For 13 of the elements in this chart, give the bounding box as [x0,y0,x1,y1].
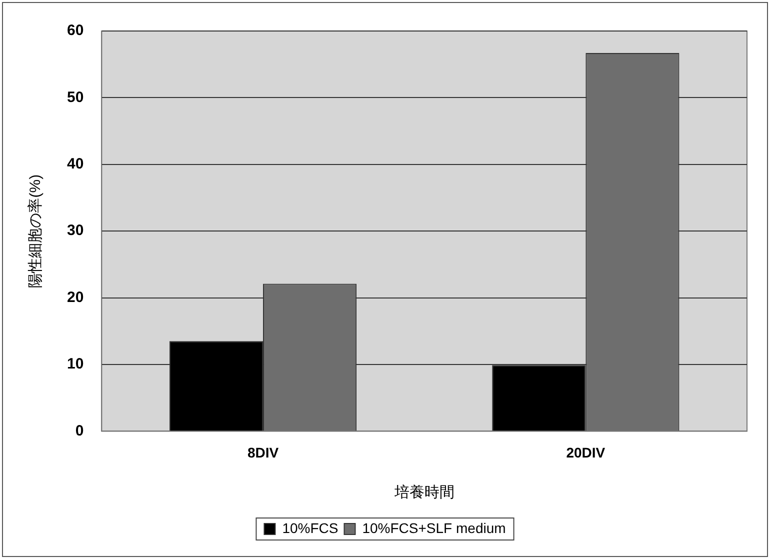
y-axis-title: 陽性細胞の率(%) [27,174,44,288]
y-tick-label: 40 [66,156,84,173]
y-tick-label: 20 [66,288,84,306]
x-axis-title: 培養時間 [393,484,454,502]
y-tick-label: 50 [66,88,84,106]
y-tick-label: 0 [75,422,84,440]
y-tick-label: 10 [66,356,84,373]
legend-label: 10%FCS+SLF medium [362,520,506,536]
x-tick-label: 8DIV [247,444,280,460]
x-tick-label: 20DIV [566,444,606,460]
y-tick-label: 30 [66,222,84,240]
legend-label: 10%FCS [282,520,338,536]
y-tick-label: 60 [66,22,84,40]
